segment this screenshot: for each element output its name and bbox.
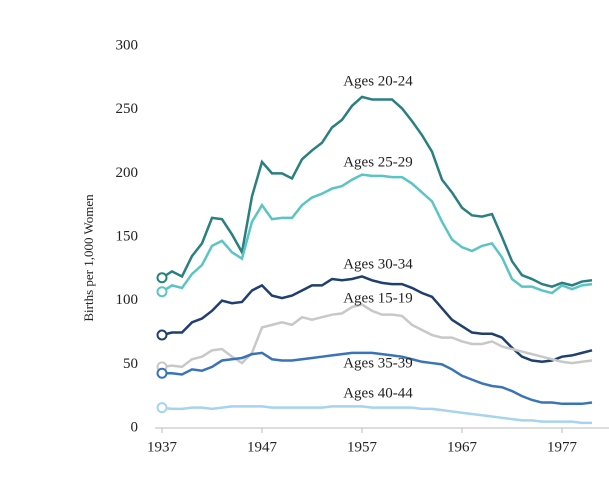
series-label: Ages 25-29 <box>343 154 413 170</box>
y-tick-label: 300 <box>116 37 139 53</box>
start-marker <box>156 367 168 379</box>
x-tick-label: 1967 <box>447 439 478 455</box>
x-tick-label: 1947 <box>247 439 278 455</box>
series-label: Ages 35-39 <box>343 355 413 371</box>
start-marker <box>156 272 168 284</box>
y-tick-label: 200 <box>116 165 139 181</box>
series-line <box>161 173 593 295</box>
start-marker <box>156 329 168 341</box>
x-tick-label: 1957 <box>347 439 378 455</box>
y-tick-label: 100 <box>116 292 139 308</box>
series-line <box>161 275 593 364</box>
y-tick-label: 150 <box>116 228 139 244</box>
y-tick-label: 250 <box>116 101 139 117</box>
x-tick-label: 1977 <box>547 439 578 455</box>
y-tick-label: 50 <box>123 356 138 372</box>
x-tick-label: 1937 <box>147 439 178 455</box>
y-axis-label: Births per 1,000 Women <box>81 194 96 322</box>
series-label: Ages 20-24 <box>343 73 413 89</box>
series-label: Ages 40-44 <box>343 385 413 401</box>
series-label: Ages 30-34 <box>343 256 413 272</box>
start-marker <box>156 286 168 298</box>
series-label: Ages 15-19 <box>343 290 413 306</box>
series-line <box>161 405 592 425</box>
series-line <box>161 303 593 369</box>
series-line <box>161 95 593 288</box>
y-tick-label: 0 <box>131 419 139 435</box>
start-marker <box>156 402 168 414</box>
series-line <box>162 351 593 406</box>
